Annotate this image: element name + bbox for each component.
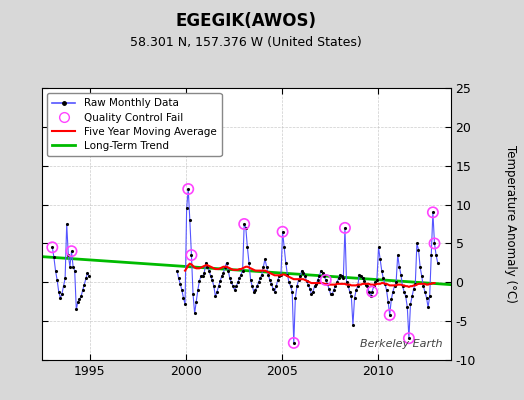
Text: Berkeley Earth: Berkeley Earth	[360, 339, 442, 349]
Point	[278, 228, 287, 235]
Text: EGEGIK(AWOS): EGEGIK(AWOS)	[176, 12, 317, 30]
Point	[405, 335, 413, 342]
Text: 58.301 N, 157.376 W (United States): 58.301 N, 157.376 W (United States)	[130, 36, 362, 49]
Point	[386, 312, 394, 318]
Point	[48, 244, 57, 250]
Text: Temperature Anomaly (°C): Temperature Anomaly (°C)	[505, 145, 517, 303]
Point	[368, 288, 376, 295]
Point	[67, 248, 75, 254]
Point	[187, 252, 195, 258]
Point	[430, 240, 439, 247]
Point	[429, 209, 437, 216]
Point	[341, 225, 349, 231]
Point	[290, 340, 298, 346]
Point	[184, 186, 192, 192]
Point	[240, 221, 248, 227]
Point	[322, 277, 330, 283]
Legend: Raw Monthly Data, Quality Control Fail, Five Year Moving Average, Long-Term Tren: Raw Monthly Data, Quality Control Fail, …	[47, 93, 222, 156]
